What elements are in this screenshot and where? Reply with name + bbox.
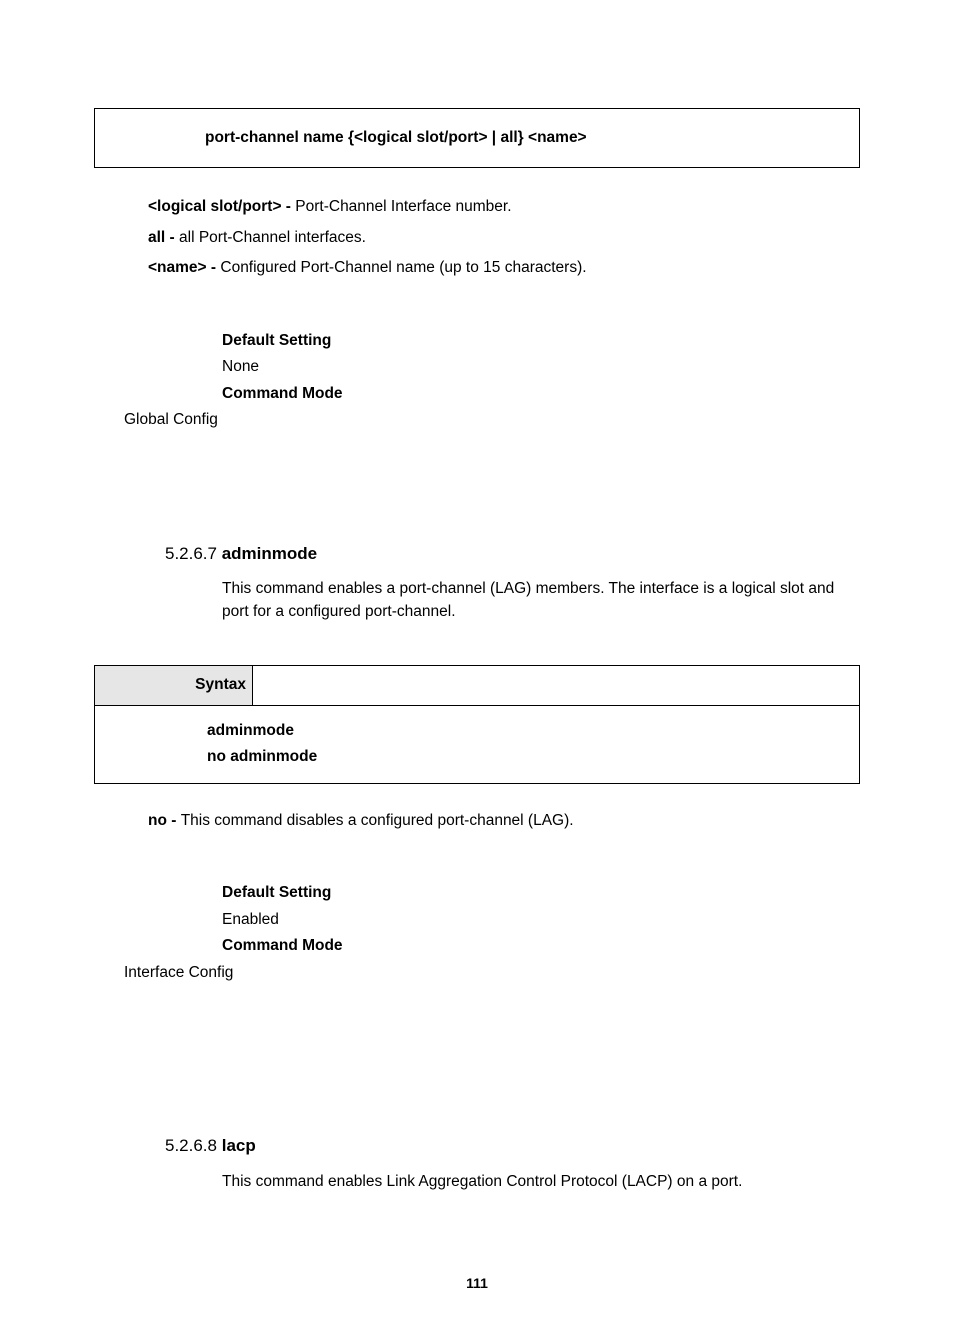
section-title: adminmode — [222, 544, 317, 563]
page-number: 111 — [0, 1273, 954, 1293]
parameter-item: all - all Port-Channel interfaces. — [148, 227, 860, 249]
section-description: This command enables Link Aggregation Co… — [222, 1171, 860, 1193]
section-heading: 5.2.6.8 lacp — [165, 1134, 954, 1159]
syntax-header-row: Syntax — [95, 666, 859, 705]
no-desc: This command disables a configured port-… — [181, 812, 574, 829]
syntax-line: no adminmode — [207, 746, 843, 768]
default-setting-value: Enabled — [222, 909, 954, 931]
command-syntax-text: port-channel name {<logical slot/port> |… — [205, 129, 587, 146]
syntax-box: Syntax adminmode no adminmode — [94, 665, 860, 783]
default-setting-value: None — [222, 356, 954, 378]
parameter-list: <logical slot/port> - Port-Channel Inter… — [148, 196, 860, 279]
section-number: 5.2.6.8 — [165, 1136, 222, 1155]
parameter-desc: Port-Channel Interface number. — [295, 198, 511, 215]
syntax-label: Syntax — [95, 666, 253, 705]
parameter-desc: Configured Port-Channel name (up to 15 c… — [220, 259, 586, 276]
command-mode-label: Command Mode — [222, 383, 954, 405]
command-mode-value: Interface Config — [124, 962, 954, 984]
section-heading: 5.2.6.7 adminmode — [165, 542, 954, 567]
section-title: lacp — [222, 1136, 256, 1155]
no-option-line: no - This command disables a configured … — [148, 810, 860, 832]
settings-block: Default Setting None Command Mode — [222, 330, 954, 405]
syntax-header-spacer — [253, 666, 859, 705]
default-setting-label: Default Setting — [222, 330, 954, 352]
section-number: 5.2.6.7 — [165, 544, 222, 563]
parameter-item: <logical slot/port> - Port-Channel Inter… — [148, 196, 860, 218]
parameter-item: <name> - Configured Port-Channel name (u… — [148, 257, 860, 279]
command-mode-label: Command Mode — [222, 935, 954, 957]
command-mode-value: Global Config — [124, 409, 954, 431]
parameter-term: <name> - — [148, 259, 220, 276]
document-page: port-channel name {<logical slot/port> |… — [0, 108, 954, 1343]
section-description: This command enables a port-channel (LAG… — [222, 578, 860, 623]
settings-block: Default Setting Enabled Command Mode — [222, 882, 954, 957]
command-syntax-box: port-channel name {<logical slot/port> |… — [94, 108, 860, 168]
parameter-desc: all Port-Channel interfaces. — [179, 229, 366, 246]
parameter-term: <logical slot/port> - — [148, 198, 295, 215]
syntax-line: adminmode — [207, 720, 843, 742]
syntax-body: adminmode no adminmode — [95, 706, 859, 783]
no-term: no - — [148, 812, 181, 829]
parameter-term: all - — [148, 229, 179, 246]
default-setting-label: Default Setting — [222, 882, 954, 904]
